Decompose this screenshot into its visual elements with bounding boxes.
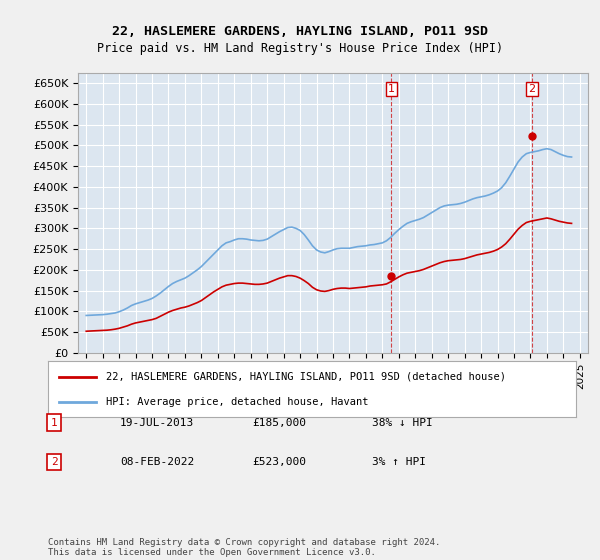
- Text: £185,000: £185,000: [252, 418, 306, 428]
- Text: Contains HM Land Registry data © Crown copyright and database right 2024.
This d: Contains HM Land Registry data © Crown c…: [48, 538, 440, 557]
- Text: 2: 2: [50, 457, 58, 467]
- Text: 19-JUL-2013: 19-JUL-2013: [120, 418, 194, 428]
- Text: Price paid vs. HM Land Registry's House Price Index (HPI): Price paid vs. HM Land Registry's House …: [97, 42, 503, 55]
- Text: 1: 1: [50, 418, 58, 428]
- Text: 3% ↑ HPI: 3% ↑ HPI: [372, 457, 426, 467]
- Text: 22, HASLEMERE GARDENS, HAYLING ISLAND, PO11 9SD (detached house): 22, HASLEMERE GARDENS, HAYLING ISLAND, P…: [106, 372, 506, 382]
- Text: 1: 1: [388, 84, 395, 94]
- Text: HPI: Average price, detached house, Havant: HPI: Average price, detached house, Hava…: [106, 396, 368, 407]
- Text: 08-FEB-2022: 08-FEB-2022: [120, 457, 194, 467]
- Text: 22, HASLEMERE GARDENS, HAYLING ISLAND, PO11 9SD: 22, HASLEMERE GARDENS, HAYLING ISLAND, P…: [112, 25, 488, 38]
- Text: 2: 2: [529, 84, 536, 94]
- Text: 38% ↓ HPI: 38% ↓ HPI: [372, 418, 433, 428]
- Text: £523,000: £523,000: [252, 457, 306, 467]
